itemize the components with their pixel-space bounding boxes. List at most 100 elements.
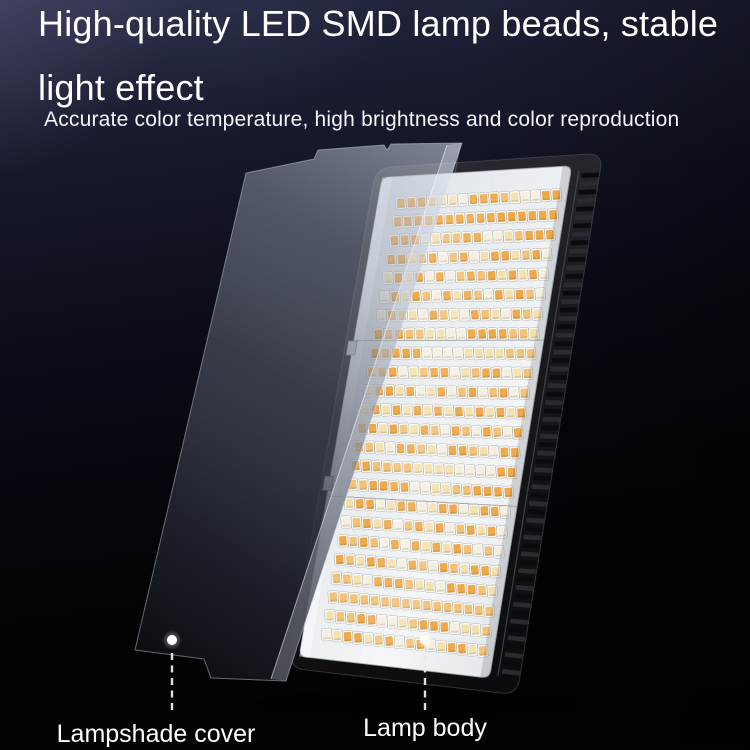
led-bead [384,441,396,455]
led-bead [458,307,471,322]
label-lampshade-cover: Lampshade cover [56,720,256,748]
cover-edge-band [271,143,462,681]
led-bead [393,635,406,650]
led-bead [493,287,505,302]
led-bead [534,287,546,301]
frame-rib [507,635,526,642]
led-bead [464,211,476,226]
led-bead [330,571,343,586]
led-bead [491,425,503,440]
led-bead [397,365,409,380]
led-bead [472,543,484,558]
led-bead [474,211,487,225]
led-bead [445,581,457,595]
led-bead [358,535,370,550]
led-bead [537,208,549,223]
led-bead [519,189,531,204]
frame-rib [538,442,557,448]
led-bead [513,287,526,302]
led-bead [446,443,459,458]
led-bead [477,644,489,658]
led-bead [341,629,354,644]
led-bead [494,405,507,420]
led-bead [382,575,395,590]
led-bead [509,445,521,460]
led-bead [437,501,449,516]
led-bead [404,636,416,651]
frame-rib [519,559,538,566]
led-bead [426,501,439,515]
frame-rib [512,601,531,608]
led-bead [462,602,475,617]
led-bead [509,190,521,205]
led-bead [441,541,453,555]
led-bead [450,231,463,246]
led-bead [509,248,522,263]
led-bead [457,443,469,458]
led-bead [531,307,543,321]
led-bead [380,403,392,417]
led-bead [451,288,464,303]
frame-rib [526,517,545,524]
headline-line-2: light effect [38,67,204,108]
led-bead [450,482,463,497]
led-bead [463,404,475,419]
led-bead [435,639,447,654]
led-bead [344,553,356,568]
led-bead [448,561,460,576]
led-bead [462,346,475,361]
lens-seam [328,495,517,507]
led-bead [529,189,542,203]
led-bead [345,610,357,625]
led-bead [537,267,550,282]
frame-rib [579,180,598,187]
led-bead [501,366,513,381]
led-bead [475,523,487,538]
led-bead [498,445,511,460]
led-bead [449,621,461,635]
led-bead [476,327,488,341]
led-bead [435,385,447,399]
frame-edge-highlight [497,170,580,677]
led-bead [496,268,508,283]
led-bead [462,288,474,303]
led-bead [496,525,508,539]
led-bead [430,540,443,555]
led-bead [489,504,501,519]
led-bead [456,641,468,656]
frame-rib [505,643,525,651]
frame-rib [577,197,596,204]
led-bead [448,307,460,322]
led-bead [423,520,435,535]
led-bead [488,445,500,459]
led-bead [459,622,471,636]
led-bead [455,581,467,596]
frame-rib [534,467,553,473]
led-bead [414,384,427,399]
led-bead [375,555,387,570]
frame-rib [530,492,549,499]
led-bead [480,624,492,638]
frame-rib [570,240,589,246]
led-bead [381,460,393,474]
led-bead [482,230,494,244]
lens-right-shade [480,165,572,679]
led-bead [511,366,523,381]
led-bead [360,459,372,474]
led-bead [544,227,556,242]
led-bead [337,533,349,548]
led-bead [468,503,480,518]
led-bead [423,270,436,284]
callout-dot-lampshade [167,635,177,645]
frame-rib [539,433,558,439]
led-bead [371,517,383,531]
led-bead [444,521,456,536]
led-bead [479,307,491,322]
led-bead [540,188,552,203]
led-bead [460,424,472,439]
led-bead [512,425,524,440]
led-bead [410,597,423,612]
led-bead [331,628,343,643]
led-bead [327,590,339,604]
